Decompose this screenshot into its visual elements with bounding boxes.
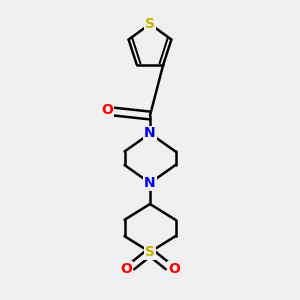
Text: N: N [144, 127, 156, 140]
Text: S: S [145, 17, 155, 31]
Text: N: N [144, 176, 156, 190]
Text: O: O [101, 103, 113, 117]
Text: S: S [145, 245, 155, 259]
Text: O: O [168, 262, 180, 276]
Text: O: O [120, 262, 132, 276]
